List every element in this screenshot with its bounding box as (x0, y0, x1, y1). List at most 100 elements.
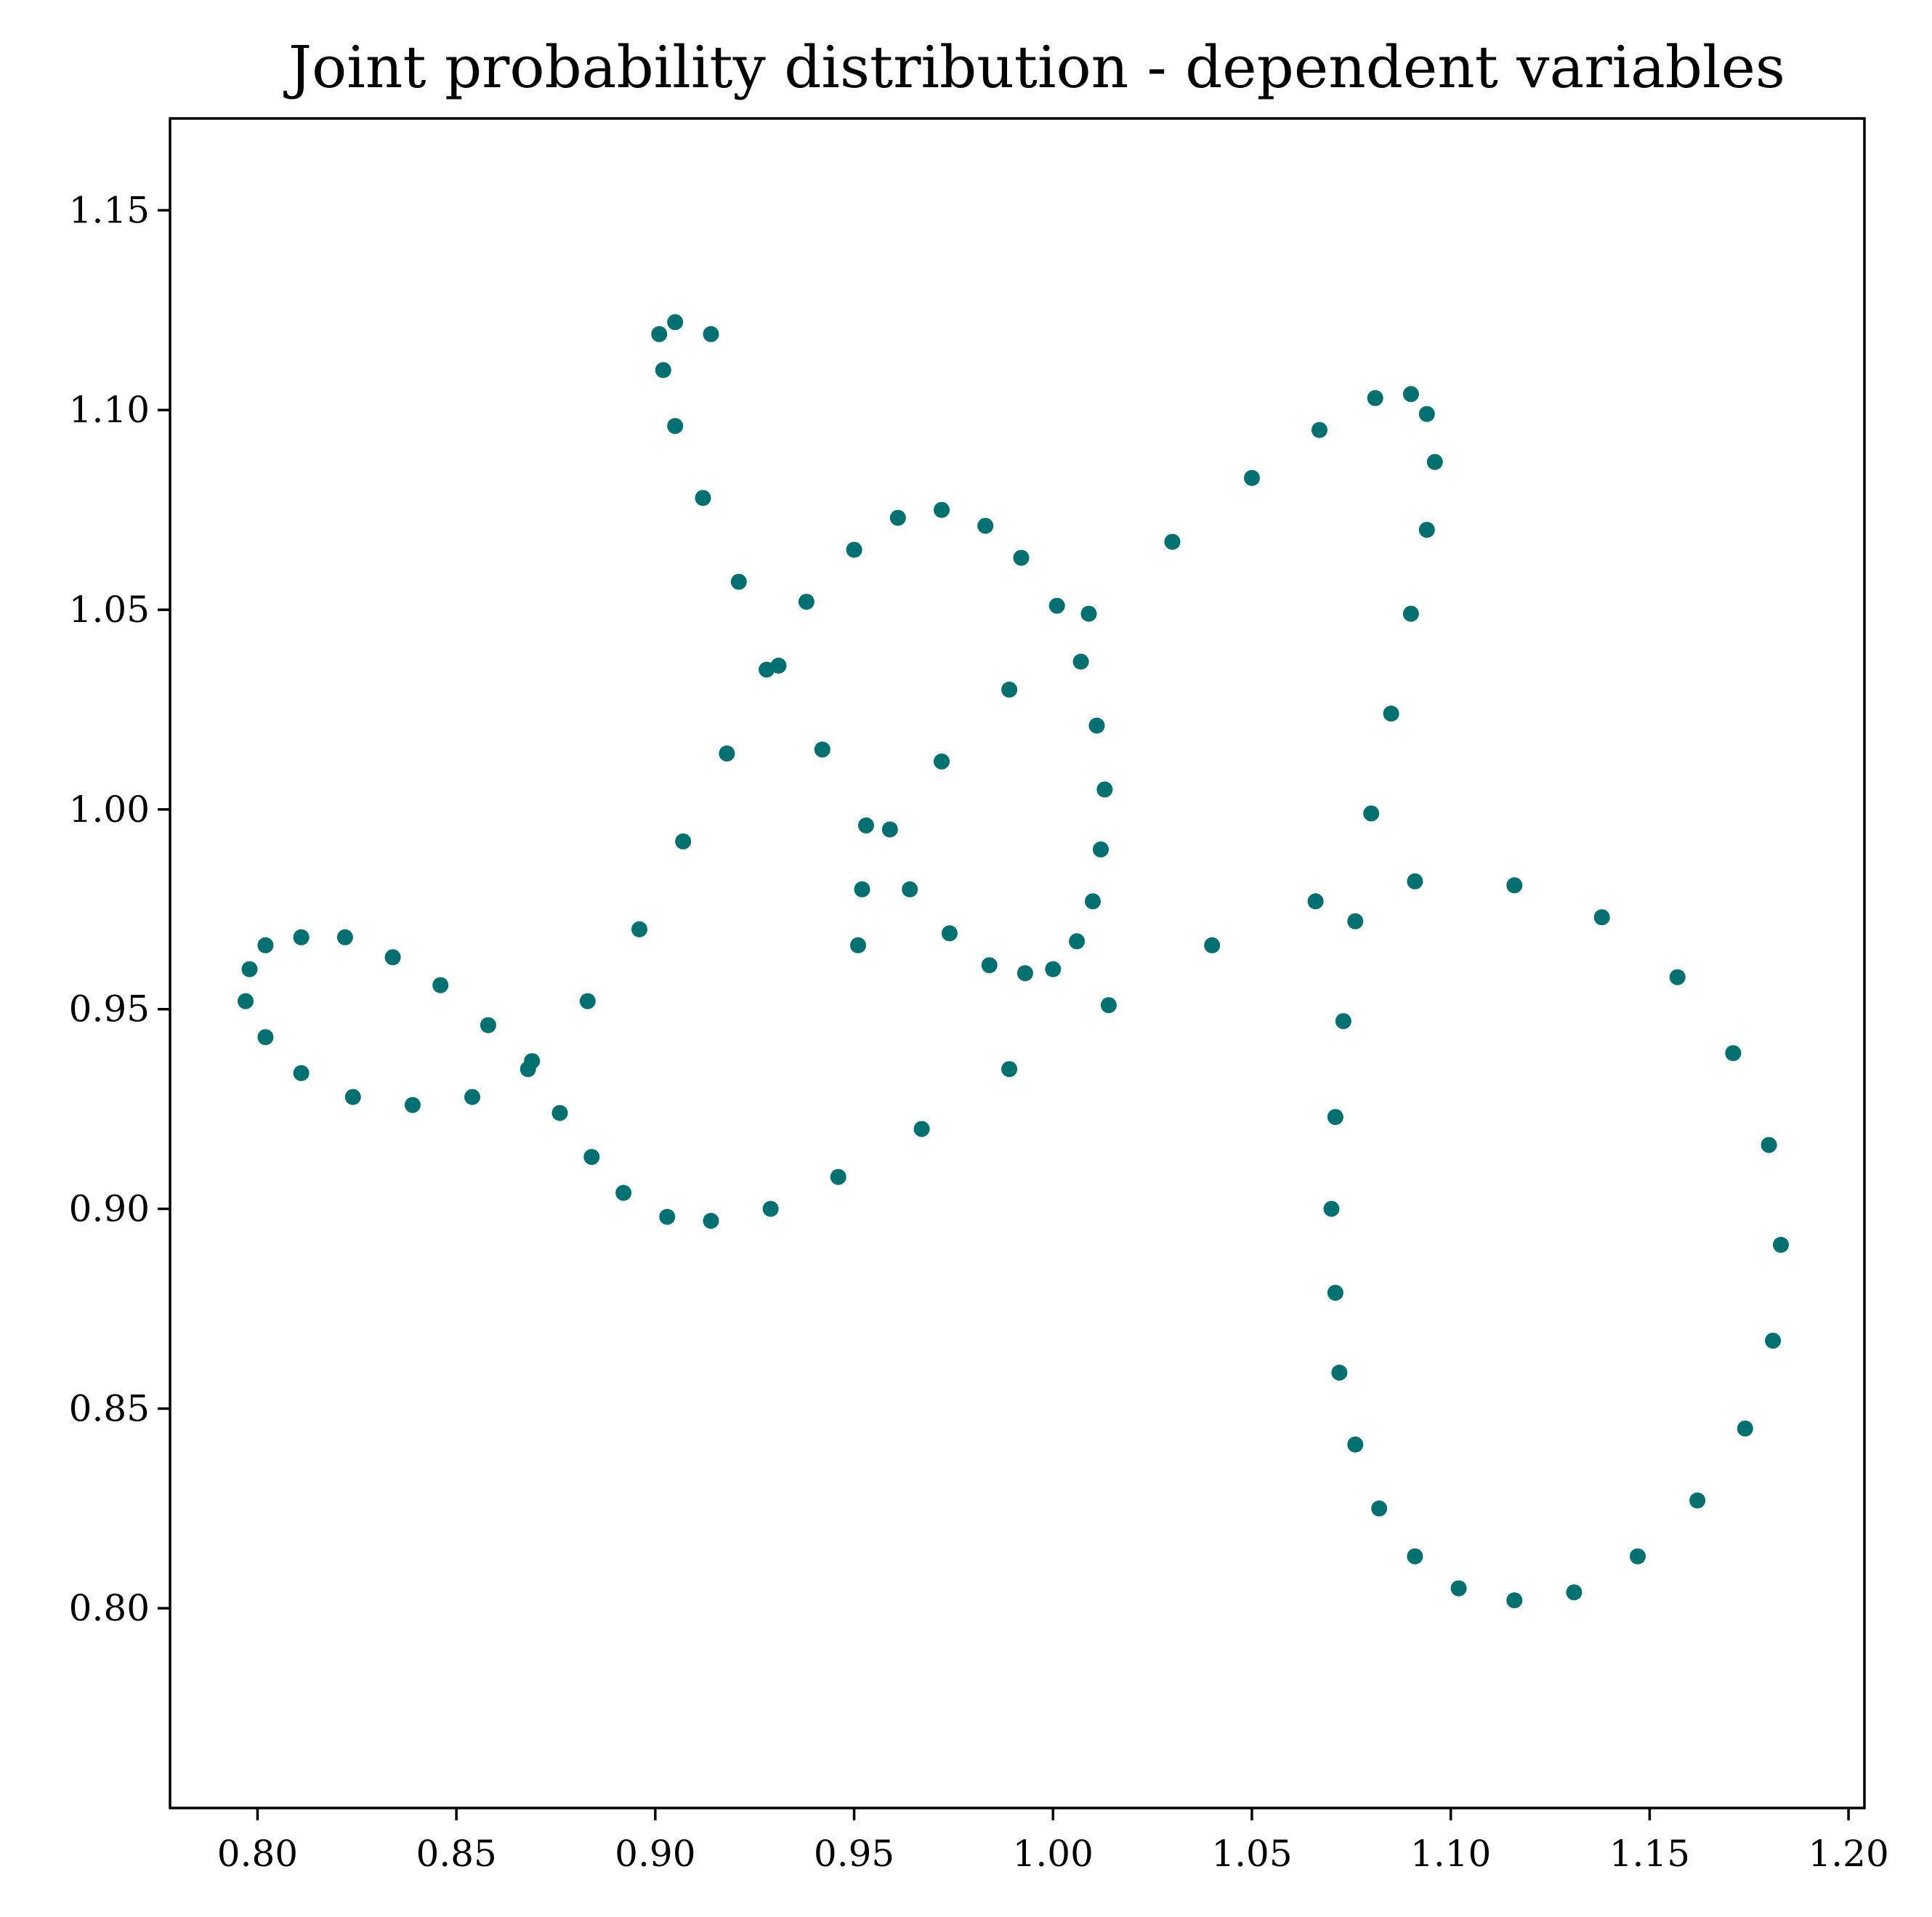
y-tick-label: 1.15 (69, 189, 150, 231)
data-point (651, 326, 668, 342)
x-tick-label: 1.20 (1808, 1833, 1888, 1875)
data-point (524, 1053, 541, 1070)
data-point (667, 314, 684, 331)
data-point (703, 326, 719, 342)
data-point (881, 821, 898, 838)
data-point (1347, 1436, 1364, 1453)
data-point (1045, 961, 1062, 977)
data-point (1418, 522, 1435, 538)
y-tick-label: 1.10 (69, 389, 150, 431)
data-point (293, 1065, 310, 1081)
data-point (1383, 706, 1399, 722)
y-tick-label: 0.95 (69, 988, 150, 1030)
data-point (854, 881, 870, 897)
data-point (1402, 605, 1419, 622)
data-point (583, 1149, 600, 1166)
data-point (846, 541, 862, 558)
data-point (1204, 937, 1221, 953)
data-point (1327, 1285, 1343, 1301)
data-point (659, 1208, 676, 1225)
data-point (913, 1121, 930, 1137)
data-point (1363, 805, 1380, 822)
data-point (762, 1200, 779, 1217)
data-point (889, 509, 906, 526)
data-point (1773, 1237, 1789, 1253)
data-point (1347, 913, 1364, 929)
data-point (480, 1017, 496, 1033)
data-point (850, 937, 866, 953)
data-point (241, 961, 258, 977)
x-tick-label: 0.90 (615, 1833, 695, 1875)
data-point (257, 1029, 274, 1046)
data-point (1367, 390, 1383, 406)
plot-area-frame (169, 117, 1866, 1809)
x-axis-ticks: 0.80 0.85 0.90 0.95 1.00 1.05 1.10 1.15 1.20 (217, 1808, 1889, 1875)
data-point (336, 929, 353, 945)
data-point (1669, 969, 1686, 985)
data-point (615, 1184, 632, 1201)
x-tick-label: 1.10 (1410, 1833, 1491, 1875)
data-point (1737, 1420, 1753, 1437)
data-point (1371, 1500, 1388, 1517)
data-point (1244, 469, 1260, 486)
data-point (1072, 653, 1089, 670)
data-point (1080, 605, 1097, 622)
data-point (404, 1097, 421, 1113)
data-point (1450, 1580, 1467, 1597)
y-axis-ticks: 0.80 0.85 0.90 0.95 1.00 1.05 1.10 1.15 (69, 189, 170, 1629)
data-point (675, 833, 692, 849)
data-point (1323, 1200, 1340, 1217)
data-point (703, 1213, 719, 1229)
y-tick-label: 1.00 (69, 788, 150, 831)
data-point (1311, 421, 1327, 438)
data-point (1506, 1592, 1523, 1609)
data-point (1761, 1137, 1777, 1153)
data-point (1016, 965, 1033, 982)
data-points (238, 314, 1789, 1609)
data-point (1048, 597, 1065, 614)
data-point (814, 741, 830, 758)
data-point (1088, 717, 1105, 734)
x-tick-label: 0.95 (814, 1833, 894, 1875)
data-point (631, 921, 647, 937)
x-tick-label: 1.05 (1211, 1833, 1292, 1875)
data-point (1426, 453, 1443, 470)
data-point (695, 490, 711, 507)
data-point (730, 573, 747, 590)
data-point (1001, 682, 1018, 698)
data-point (1164, 533, 1181, 550)
data-point (257, 937, 274, 953)
data-point (551, 1105, 568, 1121)
data-point (858, 817, 874, 834)
data-point (977, 517, 994, 534)
data-point (1096, 781, 1113, 798)
data-point (1331, 1364, 1348, 1381)
data-point (293, 929, 310, 945)
data-point (1327, 1109, 1343, 1126)
data-point (1407, 873, 1423, 889)
data-point (432, 977, 449, 993)
data-point (1630, 1548, 1646, 1565)
data-point (667, 418, 684, 435)
data-point (1407, 1548, 1423, 1565)
data-point (934, 753, 950, 770)
data-point (344, 1089, 361, 1105)
data-point (770, 658, 787, 674)
data-point (579, 993, 596, 1009)
data-point (1100, 997, 1117, 1014)
y-tick-label: 0.80 (69, 1587, 150, 1629)
data-point (981, 957, 998, 974)
data-point (1013, 549, 1030, 566)
data-point (1506, 877, 1523, 894)
data-point (1069, 933, 1086, 950)
x-tick-label: 0.80 (217, 1833, 298, 1875)
data-point (1001, 1061, 1018, 1078)
data-point (902, 881, 918, 897)
y-tick-label: 0.85 (69, 1387, 150, 1429)
data-point (1765, 1332, 1782, 1349)
data-point (1093, 841, 1109, 857)
data-point (1689, 1492, 1706, 1509)
data-point (798, 594, 815, 610)
data-point (1402, 386, 1419, 403)
